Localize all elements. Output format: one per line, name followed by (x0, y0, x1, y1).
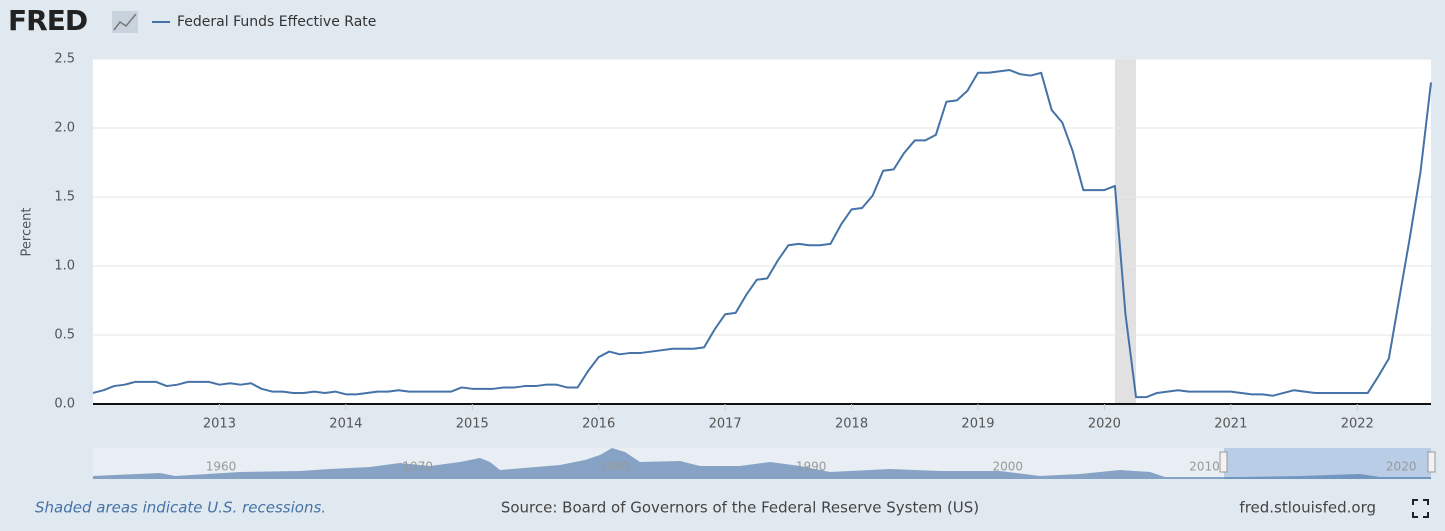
fullscreen-icon[interactable] (1412, 499, 1429, 518)
y-tick-label: 1.0 (54, 259, 75, 274)
x-tick-label: 2018 (835, 417, 868, 432)
brand-logo[interactable]: FRED (8, 4, 88, 37)
x-tick-label: 2020 (1088, 417, 1121, 432)
navigator-label: 2000 (993, 460, 1024, 474)
x-tick-label: 2021 (1214, 417, 1247, 432)
navigator[interactable] (93, 448, 1436, 479)
recession-band (1114, 59, 1137, 404)
y-tick-label: 1.5 (54, 190, 75, 205)
x-tick-label: 2013 (203, 417, 236, 432)
x-tick-label: 2014 (329, 417, 362, 432)
y-tick-label: 2.0 (54, 121, 75, 136)
x-tick-label: 2015 (456, 417, 489, 432)
x-tick-label: 2016 (582, 417, 615, 432)
series-line (92, 69, 1432, 399)
x-tick-label: 2019 (961, 417, 994, 432)
x-tick-label: 2017 (709, 417, 742, 432)
y-axis-label: Percent (20, 208, 35, 257)
logo-icon (112, 11, 138, 33)
navigator-label: 1960 (206, 460, 237, 474)
x-tick-label: 2022 (1341, 417, 1374, 432)
navigator-label: 2010 (1189, 460, 1220, 474)
y-tick-label: 2.5 (54, 52, 75, 67)
legend-label[interactable]: Federal Funds Effective Rate (177, 14, 376, 30)
navigator-label: 1970 (402, 460, 433, 474)
navigator-label: 1980 (599, 460, 630, 474)
source: Source: Board of Governors of the Federa… (501, 499, 979, 517)
site-link[interactable]: fred.stlouisfed.org (1239, 499, 1376, 517)
y-tick-label: 0.5 (54, 328, 75, 343)
navigator-label: 1990 (796, 460, 827, 474)
recession-note: Shaded areas indicate U.S. recessions. (35, 499, 326, 517)
y-tick-label: 0.0 (54, 397, 75, 412)
navigator-label: 2020 (1386, 460, 1417, 474)
plot-area (93, 59, 1431, 404)
